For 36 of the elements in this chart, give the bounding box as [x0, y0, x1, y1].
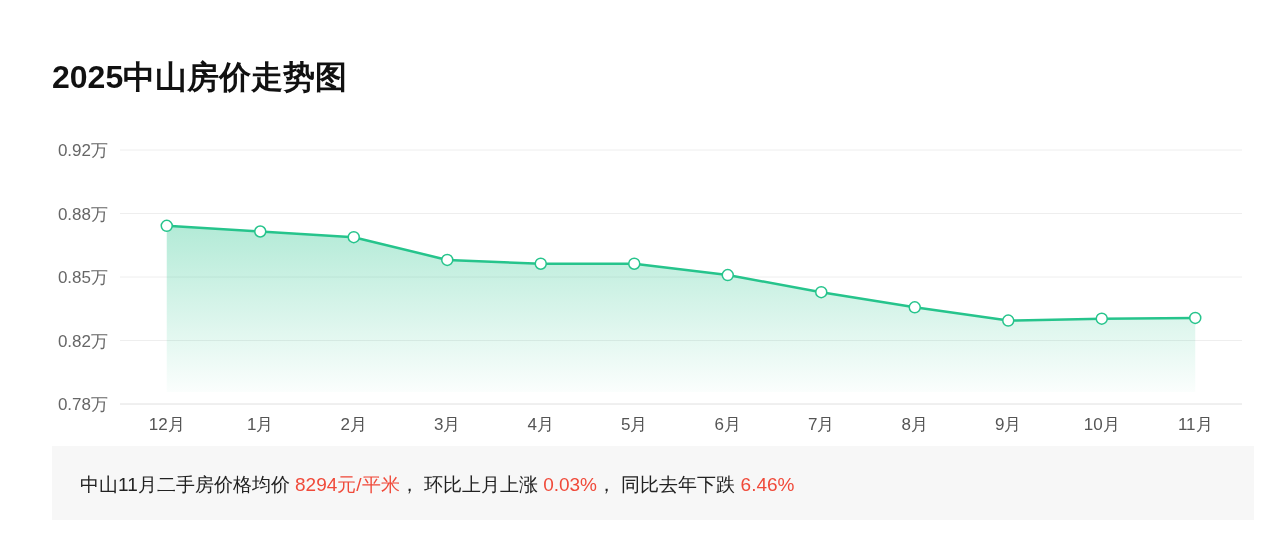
x-tick-label: 12月 — [148, 415, 185, 434]
text: 8294元/平米 — [295, 474, 400, 495]
x-tick-label: 11月 — [1177, 415, 1213, 434]
x-tick-label: 6月 — [714, 415, 741, 434]
point — [721, 268, 734, 282]
x-tick-label: 2月 — [340, 415, 367, 434]
text: ， 环比上月上涨 — [399, 474, 544, 495]
x-tick-label: 4月 — [527, 415, 554, 434]
x-tick-label: 7月 — [808, 415, 835, 434]
y-tick-label: 0.78万 — [57, 395, 108, 414]
x-tick-label: 9月 — [995, 415, 1022, 434]
y-tick-label: 0.88万 — [57, 204, 108, 224]
text: ， 同比去年下跌 — [597, 474, 741, 495]
y-tick-label: 0.92万 — [57, 141, 108, 160]
point — [534, 257, 547, 270]
text: 6.46% — [740, 474, 795, 495]
point — [347, 230, 360, 244]
text: 中山11月二手房价格均价 — [80, 474, 296, 495]
point — [1002, 314, 1015, 327]
text: 0.03% — [543, 474, 598, 495]
y-tick-label: 0.85万 — [57, 268, 108, 287]
point — [1095, 312, 1108, 325]
point — [254, 225, 267, 238]
point — [160, 219, 173, 233]
point — [1189, 311, 1202, 325]
chart-title: 2025中山房价走势图 — [52, 59, 348, 95]
point — [815, 285, 828, 299]
x-tick-label: 8月 — [901, 415, 928, 434]
x-tick-label: 3月 — [434, 415, 461, 434]
point — [441, 253, 454, 267]
point — [908, 301, 921, 314]
y-tick-label: 0.82万 — [57, 331, 108, 351]
x-tick-label: 5月 — [621, 415, 648, 434]
point — [628, 257, 641, 270]
x-tick-label: 10月 — [1083, 415, 1120, 434]
x-tick-label: 1月 — [247, 415, 274, 434]
